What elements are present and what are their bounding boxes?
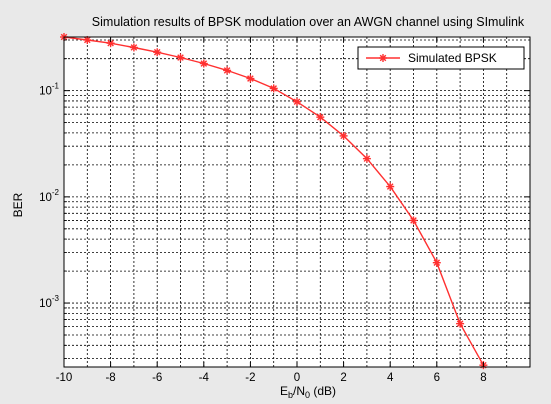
y-axis-label: BER xyxy=(11,192,25,217)
x-tick-label: -4 xyxy=(199,372,210,384)
data-point xyxy=(199,59,208,68)
data-point xyxy=(293,97,301,106)
y-tick-label: 10-3 xyxy=(39,294,59,310)
x-tick-label: 2 xyxy=(340,372,346,384)
data-point xyxy=(176,53,185,62)
x-axis-ticks: -10 -8 -6 -4 -2 0 2 4 6 8 xyxy=(56,37,487,384)
data-point xyxy=(316,113,325,122)
legend-label: Simulated BPSK xyxy=(408,51,497,65)
x-axis-label-n: /N xyxy=(293,384,305,398)
legend: Simulated BPSK xyxy=(357,46,525,70)
x-axis-label-unit: (dB) xyxy=(310,384,336,398)
data-point xyxy=(432,258,441,267)
grid-lines xyxy=(64,37,530,367)
x-tick-label: -10 xyxy=(56,372,73,384)
data-point xyxy=(362,154,371,163)
y-tick-label: 10-2 xyxy=(39,188,59,204)
x-tick-label: -2 xyxy=(245,372,255,384)
data-point xyxy=(456,319,465,328)
chart-title: Simulation results of BPSK modulation ov… xyxy=(92,15,525,29)
data-point xyxy=(223,66,232,75)
data-point xyxy=(386,182,395,191)
x-axis-label-sub-b: b xyxy=(288,390,293,399)
data-point xyxy=(409,216,418,225)
data-point xyxy=(246,74,255,83)
legend-box xyxy=(357,46,525,70)
x-axis-label: Eb/N0 (dB) xyxy=(280,384,336,399)
data-point xyxy=(269,84,278,93)
x-axis-label-sub-0: 0 xyxy=(305,390,310,399)
x-tick-label: 6 xyxy=(434,372,440,384)
x-tick-label: 4 xyxy=(387,372,394,384)
data-point xyxy=(153,48,162,57)
x-tick-label: 0 xyxy=(294,372,300,384)
y-tick-label: 10-1 xyxy=(39,82,59,98)
x-tick-label: -8 xyxy=(105,372,115,384)
data-point xyxy=(129,43,138,52)
legend-marker-symbol xyxy=(379,54,387,62)
x-tick-label: 8 xyxy=(480,372,486,384)
x-tick-label: -6 xyxy=(152,372,162,384)
y-axis-ticks: 10-1 10-2 10-3 xyxy=(39,39,530,359)
legend-marker xyxy=(379,54,387,62)
x-axis-label-e: E xyxy=(280,384,288,398)
data-point xyxy=(339,131,348,140)
